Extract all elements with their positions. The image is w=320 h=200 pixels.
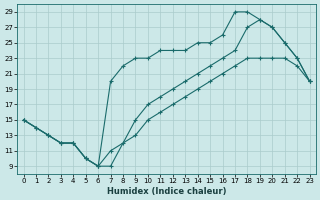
- X-axis label: Humidex (Indice chaleur): Humidex (Indice chaleur): [107, 187, 226, 196]
